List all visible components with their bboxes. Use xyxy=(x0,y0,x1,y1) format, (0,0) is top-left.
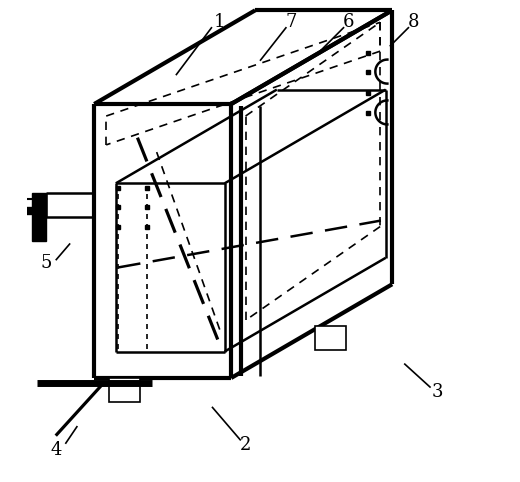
Text: 5: 5 xyxy=(41,254,52,272)
Text: 6: 6 xyxy=(343,13,355,31)
Text: 4: 4 xyxy=(50,441,61,459)
Bar xyxy=(315,326,346,350)
Text: 2: 2 xyxy=(240,436,251,454)
Text: 7: 7 xyxy=(285,13,297,31)
Text: 1: 1 xyxy=(213,13,225,31)
Bar xyxy=(109,378,140,402)
Text: 8: 8 xyxy=(408,13,420,31)
Text: 3: 3 xyxy=(432,383,444,402)
Bar xyxy=(32,193,46,241)
